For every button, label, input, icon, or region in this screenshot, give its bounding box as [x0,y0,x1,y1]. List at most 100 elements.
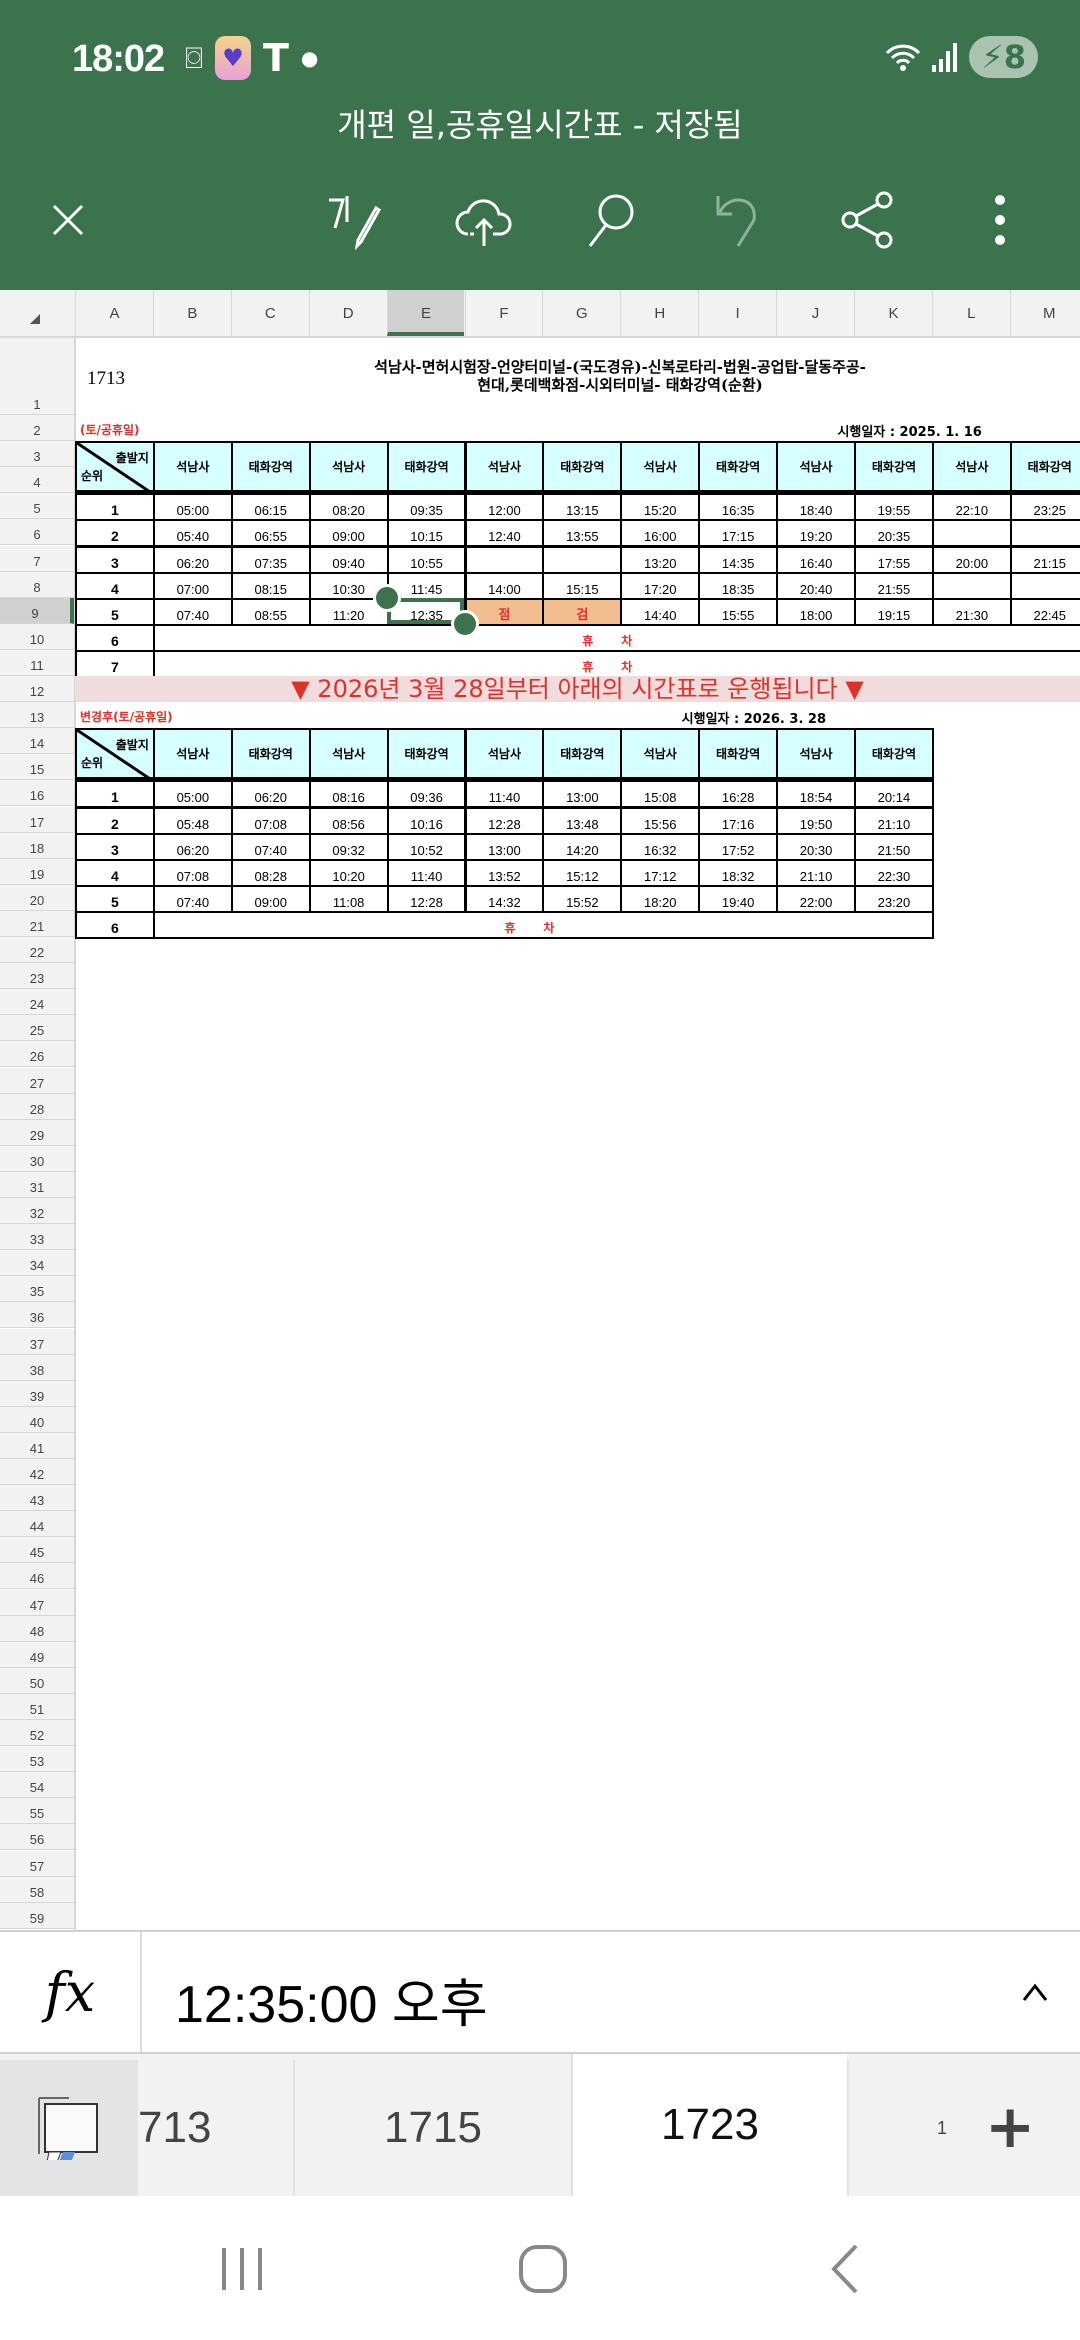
time-cell[interactable]: 15:08 [620,780,701,809]
time-cell[interactable]: 13:20 [620,545,701,574]
time-cell[interactable] [464,545,545,574]
row-order[interactable]: 3 [75,832,155,861]
column-header[interactable]: G [542,290,620,336]
time-cell[interactable]: 08:15 [230,571,311,600]
row-header[interactable]: 55 [0,1798,74,1825]
time-cell[interactable]: 15:52 [542,884,623,913]
row-header[interactable]: 7 [0,545,74,572]
row-header[interactable]: 6 [0,519,74,546]
row-header[interactable]: 5 [0,493,74,520]
row-header[interactable]: 36 [0,1302,74,1329]
row-header[interactable]: 42 [0,1459,74,1486]
time-cell[interactable]: 13:48 [542,806,623,835]
time-cell[interactable]: 21:30 [931,597,1012,626]
time-cell[interactable] [1009,571,1080,600]
row-header[interactable]: 29 [0,1119,74,1146]
time-cell[interactable]: 07:40 [152,884,233,913]
row-header[interactable]: 56 [0,1824,74,1851]
time-cell[interactable]: 21:50 [854,832,934,861]
selection-handle-end[interactable] [450,609,479,638]
sheet-tab-active[interactable]: 1723 [571,2054,847,2196]
row-order[interactable]: 1 [75,493,155,522]
row-order[interactable]: 1 [75,780,155,809]
time-cell[interactable]: 05:48 [152,806,233,835]
row-header[interactable]: 40 [0,1406,74,1433]
time-cell[interactable]: 15:20 [620,493,701,522]
row-header[interactable]: 58 [0,1876,74,1903]
time-cell[interactable]: 06:15 [230,493,311,522]
time-cell[interactable]: 10:15 [386,519,467,548]
time-cell[interactable]: 08:20 [308,493,389,522]
row-header[interactable]: 35 [0,1276,74,1303]
column-header[interactable]: B [152,290,231,336]
time-cell[interactable]: 11:40 [464,780,545,809]
row-header[interactable]: 16 [0,780,74,807]
more-button[interactable] [970,190,1030,250]
row-header[interactable]: 17 [0,806,74,833]
time-cell[interactable]: 18:35 [698,571,779,600]
formula-input[interactable]: 12:35:00 오후 [175,1976,488,2034]
time-cell[interactable]: 검 [542,597,623,626]
row-header[interactable]: 51 [0,1693,74,1720]
time-cell[interactable]: 11:08 [308,884,389,913]
select-all-corner[interactable] [30,314,40,324]
time-cell[interactable]: 09:00 [230,884,311,913]
time-cell[interactable]: 19:40 [698,884,779,913]
row-header[interactable]: 54 [0,1772,74,1799]
row-header[interactable]: 11 [0,649,74,676]
row-header[interactable]: 39 [0,1380,74,1407]
row-header[interactable]: 14 [0,728,74,755]
row-header[interactable]: 53 [0,1746,74,1773]
time-cell[interactable]: 17:12 [620,858,701,887]
row-order[interactable]: 2 [75,806,155,835]
row-order[interactable]: 5 [75,597,155,626]
row-header[interactable]: 15 [0,754,74,781]
column-header[interactable]: I [698,290,776,336]
row-header[interactable]: 23 [0,963,74,990]
column-header[interactable]: F [464,290,543,336]
time-cell[interactable]: 17:52 [698,832,779,861]
time-cell[interactable]: 22:10 [931,493,1012,522]
time-cell[interactable]: 20:40 [776,571,856,600]
row-order[interactable]: 5 [75,884,155,913]
time-cell[interactable]: 16:00 [620,519,701,548]
time-cell[interactable]: 13:55 [542,519,623,548]
back-icon[interactable] [830,2244,860,2294]
time-cell[interactable]: 07:35 [230,545,311,574]
time-cell[interactable]: 15:15 [542,571,623,600]
row-header[interactable]: 10 [0,623,74,650]
time-cell[interactable]: 16:28 [698,780,779,809]
row-header[interactable]: 27 [0,1067,74,1094]
time-cell[interactable]: 19:55 [854,493,934,522]
row-header[interactable]: 22 [0,937,74,964]
row-header[interactable]: 59 [0,1902,74,1929]
time-cell[interactable]: 08:16 [308,780,389,809]
row-header[interactable]: 4 [0,467,74,494]
sheet-tab[interactable]: 1715 [293,2060,571,2196]
row-header[interactable]: 32 [0,1198,74,1225]
time-cell[interactable]: 11:40 [386,858,467,887]
row-header[interactable]: 1 [0,338,74,415]
row-header[interactable]: 25 [0,1015,74,1042]
time-cell[interactable]: 15:56 [620,806,701,835]
row-header[interactable]: 9 [0,597,74,624]
row-header[interactable]: 21 [0,910,74,937]
row-header[interactable]: 44 [0,1511,74,1538]
time-cell[interactable]: 07:40 [230,832,311,861]
row-header[interactable]: 34 [0,1250,74,1277]
time-cell[interactable]: 08:55 [230,597,311,626]
time-cell[interactable]: 10:55 [386,545,467,574]
time-cell[interactable]: 17:16 [698,806,779,835]
row-header[interactable]: 47 [0,1589,74,1616]
time-cell[interactable]: 20:35 [854,519,934,548]
row-header[interactable]: 33 [0,1224,74,1251]
rest-notice[interactable]: 휴차 [152,649,1080,678]
column-header[interactable]: H [620,290,698,336]
time-cell[interactable] [542,545,623,574]
time-cell[interactable]: 16:35 [698,493,779,522]
row-header[interactable]: 2 [0,415,74,442]
row-order[interactable]: 4 [75,858,155,887]
time-cell[interactable]: 14:32 [464,884,545,913]
chevron-up-icon[interactable] [1020,1980,1050,2004]
search-button[interactable] [580,190,640,250]
